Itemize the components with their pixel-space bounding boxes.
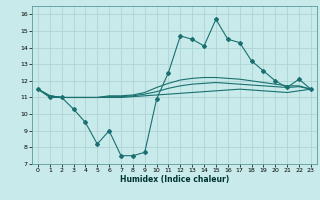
X-axis label: Humidex (Indice chaleur): Humidex (Indice chaleur) (120, 175, 229, 184)
